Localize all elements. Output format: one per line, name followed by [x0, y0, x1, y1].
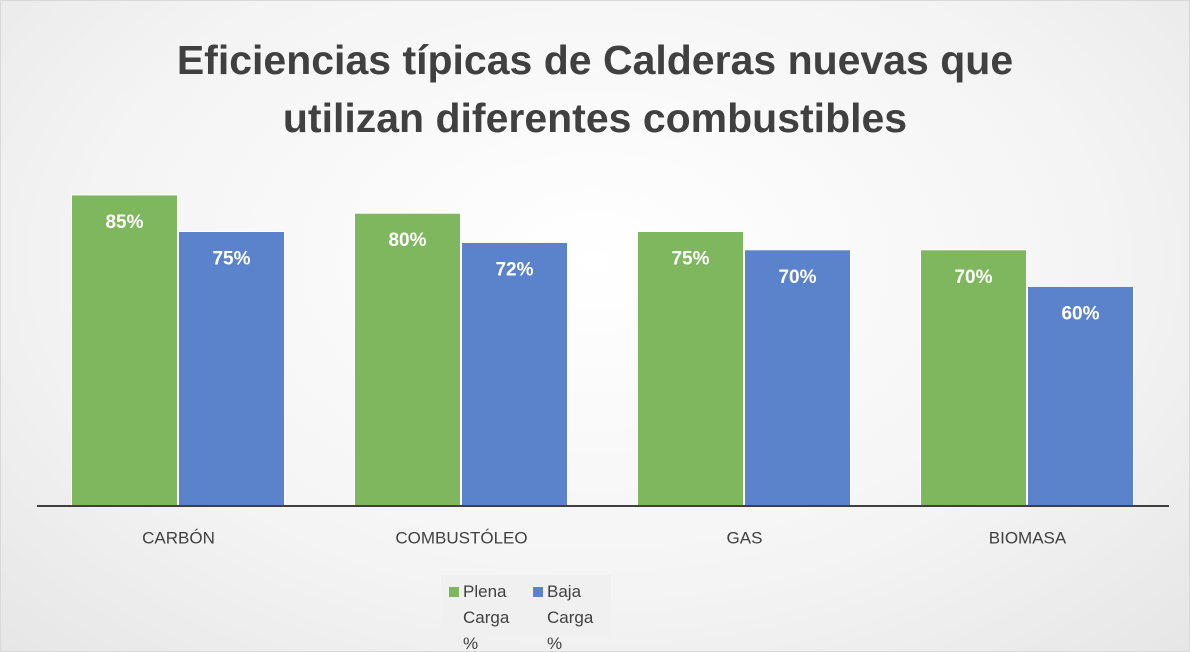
data-label: 80%	[388, 230, 426, 251]
legend-item: Baja Carga %	[533, 579, 603, 651]
bar	[744, 249, 851, 507]
bar	[354, 212, 461, 507]
legend-swatch	[533, 587, 543, 597]
data-label: 72%	[495, 259, 533, 280]
x-tick-label: BIOMASA	[989, 528, 1067, 547]
legend-item: Plena Carga %	[449, 579, 519, 651]
data-label: 75%	[671, 249, 709, 270]
bar	[920, 249, 1027, 507]
bar	[178, 231, 285, 507]
x-tick-label: COMBUSTÓLEO	[395, 528, 527, 547]
bar	[71, 194, 178, 507]
data-label: 70%	[778, 267, 816, 288]
data-label: 75%	[212, 249, 250, 270]
legend-swatch	[449, 587, 459, 597]
legend-label: Plena Carga %	[463, 582, 510, 652]
data-label: 70%	[954, 267, 992, 288]
data-label: 60%	[1061, 303, 1099, 324]
x-tick-label: CARBÓN	[142, 528, 215, 547]
x-tick-label: GAS	[727, 528, 763, 547]
chart-title: Eficiencias típicas de Calderas nuevas q…	[176, 37, 1014, 141]
legend-label: Baja Carga %	[547, 582, 594, 652]
legend: Plena Carga % Baja Carga %	[441, 575, 611, 651]
data-label: 85%	[105, 212, 143, 233]
bar	[637, 231, 744, 507]
bar	[461, 241, 568, 507]
